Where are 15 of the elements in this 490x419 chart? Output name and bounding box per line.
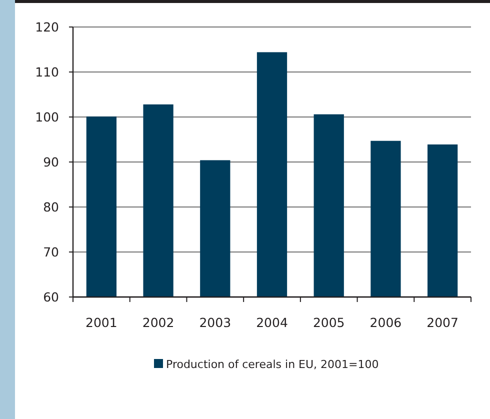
x-tick-label: 2006 xyxy=(370,315,402,330)
y-tick-label: 90 xyxy=(43,154,60,170)
y-tick-label: 110 xyxy=(35,64,60,80)
x-tick-label: 2004 xyxy=(256,315,288,330)
x-tick-label: 2001 xyxy=(86,315,118,330)
legend-label: Production of cereals in EU, 2001=100 xyxy=(166,358,379,371)
x-tick-label: 2003 xyxy=(199,315,232,330)
x-tick-label: 2005 xyxy=(312,315,345,330)
y-tick-label: 70 xyxy=(43,244,60,260)
y-tick-label: 100 xyxy=(35,109,60,124)
y-tick-label: 80 xyxy=(43,199,60,214)
x-tick-label: 2002 xyxy=(142,315,174,330)
x-tick-label: 2007 xyxy=(426,315,458,330)
y-tick-label: 120 xyxy=(35,19,60,34)
y-tick-label: 60 xyxy=(43,289,60,304)
